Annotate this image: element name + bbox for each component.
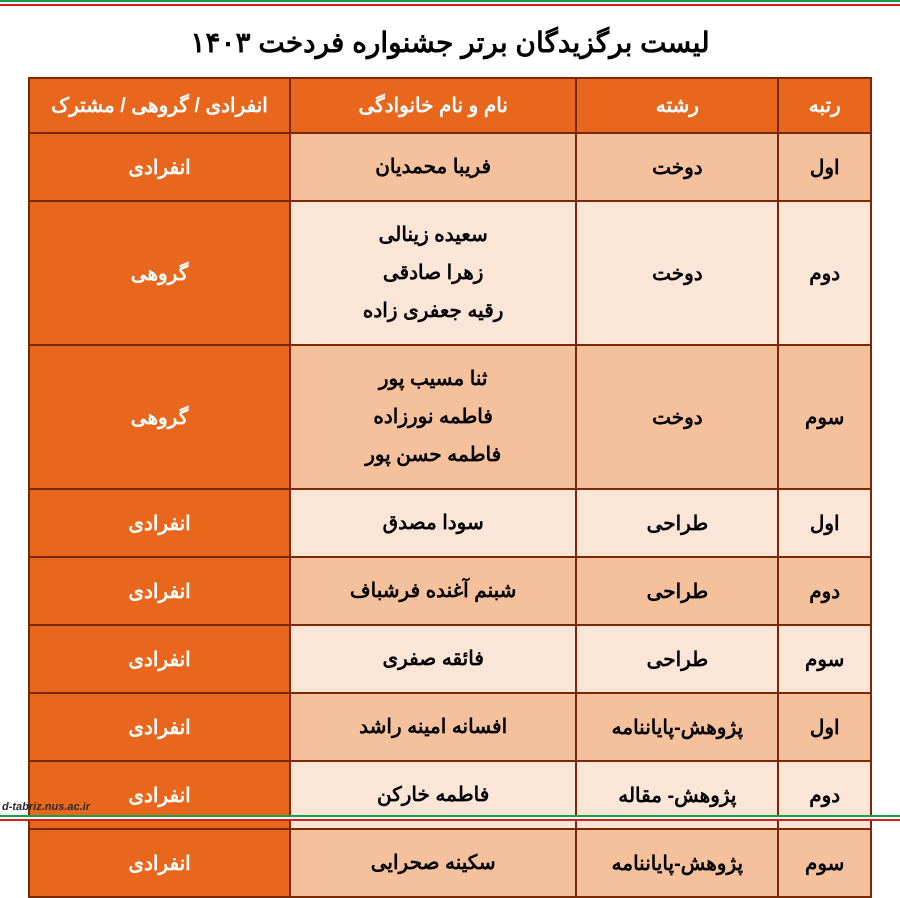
col-header-2: نام و نام خانوادگی [290, 78, 576, 133]
winner-name: زهرا صادقی [299, 254, 567, 292]
table-row: اولدوختفریبا محمدیانانفرادی [29, 133, 871, 201]
cell-names: ثنا مسیب پورفاطمه نورزادهفاطمه حسن پور [290, 345, 576, 489]
cell-field: پژوهش-پایاننامه [576, 693, 778, 761]
table-body: اولدوختفریبا محمدیانانفرادیدومدوختسعیده … [29, 133, 871, 897]
winner-name: سعیده زینالی [299, 216, 567, 254]
cell-type: انفرادی [29, 489, 290, 557]
cell-type: گروهی [29, 201, 290, 345]
cell-rank: دوم [778, 557, 871, 625]
cell-type: انفرادی [29, 557, 290, 625]
table-row: سومطراحیفائقه صفریانفرادی [29, 625, 871, 693]
cell-names: افسانه امینه راشد [290, 693, 576, 761]
table-row: اولپژوهش-پایاننامهافسانه امینه راشدانفرا… [29, 693, 871, 761]
cell-names: سعیده زینالیزهرا صادقیرقیه جعفری زاده [290, 201, 576, 345]
cell-names: فریبا محمدیان [290, 133, 576, 201]
cell-type: انفرادی [29, 829, 290, 897]
cell-type: انفرادی [29, 625, 290, 693]
cell-rank: اول [778, 133, 871, 201]
table-row: سومدوختثنا مسیب پورفاطمه نورزادهفاطمه حس… [29, 345, 871, 489]
cell-rank: سوم [778, 345, 871, 489]
cell-rank: اول [778, 693, 871, 761]
table-row: دومطراحیشبنم آغنده فرشبافانفرادی [29, 557, 871, 625]
cell-rank: اول [778, 489, 871, 557]
winner-name: سکینه صحرایی [299, 844, 567, 882]
table-row: دومدوختسعیده زینالیزهرا صادقیرقیه جعفری … [29, 201, 871, 345]
cell-rank: سوم [778, 625, 871, 693]
cell-type: گروهی [29, 345, 290, 489]
cell-type: انفرادی [29, 133, 290, 201]
winner-name: رقیه جعفری زاده [299, 292, 567, 330]
source-watermark: d-tabriz.nus.ac.ir [2, 801, 90, 813]
winner-name: فاطمه حسن پور [299, 436, 567, 474]
winners-table: رتبهرشتهنام و نام خانوادگیانفرادی / گروه… [28, 77, 872, 898]
cell-field: پژوهش-پایاننامه [576, 829, 778, 897]
col-header-1: رشته [576, 78, 778, 133]
page-title: لیست برگزیدگان برتر جشنواره فردخت ۱۴۰۳ [28, 26, 872, 59]
col-header-0: رتبه [778, 78, 871, 133]
cell-rank: دوم [778, 201, 871, 345]
winner-name: ثنا مسیب پور [299, 360, 567, 398]
winner-name: فریبا محمدیان [299, 148, 567, 186]
cell-field: طراحی [576, 489, 778, 557]
cell-field: طراحی [576, 557, 778, 625]
cell-field: دوخت [576, 201, 778, 345]
cell-field: دوخت [576, 133, 778, 201]
cell-rank: سوم [778, 829, 871, 897]
winner-name: شبنم آغنده فرشباف [299, 572, 567, 610]
table-row: سومپژوهش-پایاننامهسکینه صحراییانفرادی [29, 829, 871, 897]
winner-name: فاطمه خارکن [299, 776, 567, 814]
winner-name: افسانه امینه راشد [299, 708, 567, 746]
table-header-row: رتبهرشتهنام و نام خانوادگیانفرادی / گروه… [29, 78, 871, 133]
cell-names: شبنم آغنده فرشباف [290, 557, 576, 625]
cell-type: انفرادی [29, 693, 290, 761]
table-row: اولطراحیسودا مصدقانفرادی [29, 489, 871, 557]
col-header-3: انفرادی / گروهی / مشترک [29, 78, 290, 133]
cell-field: طراحی [576, 625, 778, 693]
cell-names: سکینه صحرایی [290, 829, 576, 897]
winner-name: فاطمه نورزاده [299, 398, 567, 436]
cell-field: دوخت [576, 345, 778, 489]
winner-name: سودا مصدق [299, 504, 567, 542]
cell-names: فائقه صفری [290, 625, 576, 693]
cell-names: سودا مصدق [290, 489, 576, 557]
flag-stripe-bottom [0, 815, 900, 821]
winner-name: فائقه صفری [299, 640, 567, 678]
page-content: لیست برگزیدگان برتر جشنواره فردخت ۱۴۰۳ ر… [0, 6, 900, 815]
